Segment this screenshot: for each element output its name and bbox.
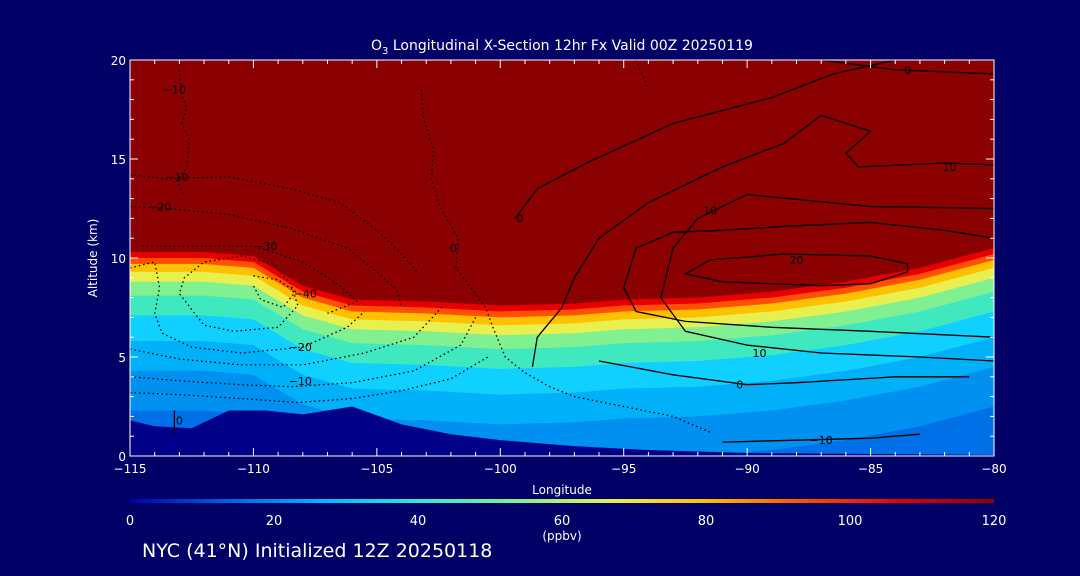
contour-line-positive [598,360,970,386]
contour-label: −20 [289,341,312,354]
contour-line-positive [722,433,920,443]
contour-line-positive [659,193,994,362]
y-axis-label: Altitude (km) [86,219,100,298]
colorbar-tick-label: 60 [554,514,571,529]
contour-line-positive [683,253,909,287]
contour-label: 10 [752,347,766,360]
contour-labels: 0 10 10 20 0 10 0 −10 −10 −10 −20 −30 −40 −20 −10 0 0 [148,64,957,447]
contour-label: −20 [148,201,171,214]
y-tick-label: 20 [111,54,126,68]
contour-label: 10 [703,204,717,217]
colorbar-tick-label: 80 [698,514,715,529]
x-axis: −115 −110 −105 −100 −95 −90 −85 −80 [114,60,1007,476]
x-tick-label: −110 [237,462,270,476]
contour-line-negative [130,317,477,388]
y-tick-label: 15 [111,153,126,167]
x-tick-label: −80 [981,462,1006,476]
y-tick-label: 5 [118,351,126,365]
x-tick-label: −105 [360,462,393,476]
x-tick-label: −90 [734,462,759,476]
x-tick-label: −100 [484,462,517,476]
colorbar-tick-label: 120 [982,514,1007,529]
contour-label: −10 [165,171,188,184]
chart-title: O3 Longitudinal X-Section 12hr Fx Valid … [371,38,753,57]
contour-label: −30 [254,240,277,253]
colorbar [130,499,994,503]
x-tick-label: −115 [114,462,147,476]
x-tick-label: −85 [858,462,883,476]
contour-label: −10 [163,84,186,97]
contour-label: 0 [904,64,911,77]
contour-label: 0 [736,379,743,392]
contour-label: −10 [289,375,312,388]
contour-label: −10 [810,434,833,447]
contour-label: 0 [517,212,524,225]
x-axis-label: Longitude [532,483,592,497]
y-tick-label: 10 [111,252,126,266]
footer-initialized: NYC (41°N) Initialized 12Z 20250118 [142,540,493,562]
colorbar-tick-label: 0 [126,514,134,529]
colorbar-tick-label: 100 [838,514,863,529]
contour-label: 0 [176,414,183,427]
contour-label: 0 [450,242,457,255]
contour-line-positive [514,60,896,219]
contour-line-negative [130,305,444,366]
terrain-fill [130,406,994,456]
contour-label: −40 [294,288,317,301]
contour-line-negative [142,245,359,315]
colorbar-tick-label: 20 [266,514,283,529]
y-axis: 0 5 10 15 20 [111,54,994,464]
plot-area [130,60,994,456]
colorbar-tick-label: 40 [410,514,427,529]
contour-label: 10 [943,161,957,174]
y-tick-label: 0 [118,450,126,464]
colorbar-label: (ppbv) [542,529,581,543]
colorbar-ticks: 0 20 40 60 80 100 120 [126,514,1007,529]
contour-line-negative [176,69,190,197]
contour-label: 20 [790,254,804,267]
contour-line-negative [635,60,650,90]
contour-line-positive [531,114,994,368]
contour-line-positive [622,221,994,338]
contour-line-negative [130,356,489,404]
x-tick-label: −95 [611,462,636,476]
